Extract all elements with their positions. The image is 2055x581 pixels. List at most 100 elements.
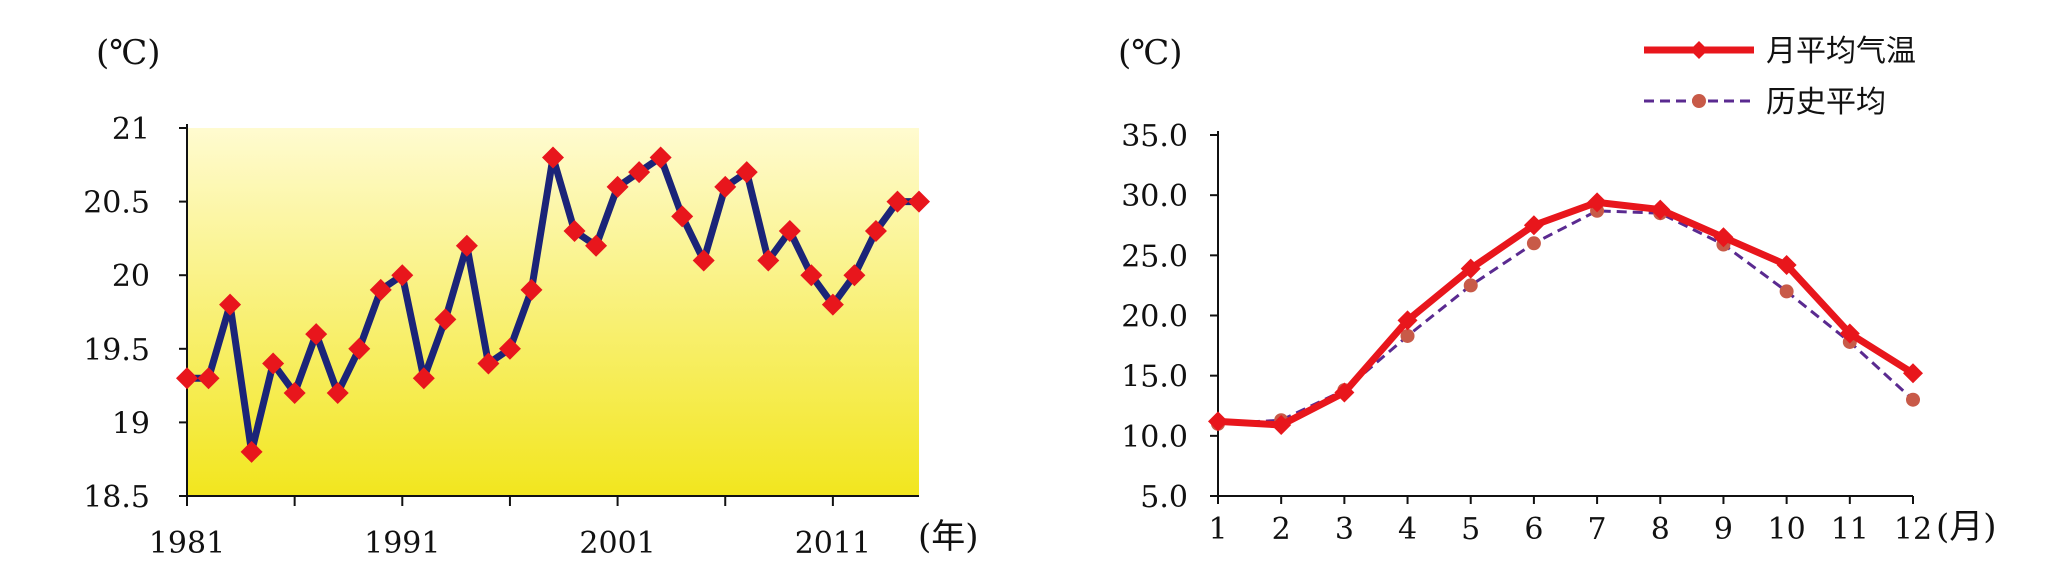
left-data-point: [585, 234, 608, 257]
right-x-tick-label: 10: [1768, 512, 1806, 547]
left-y-tick-label: 18.5: [83, 480, 150, 515]
left-data-point: [455, 234, 478, 257]
right-x-tick-label: 8: [1651, 512, 1670, 547]
left-data-point: [542, 146, 564, 169]
historical-average-point: [1463, 278, 1478, 293]
annual-temperature-chart: (℃) (年) 18.5 19 19.5 20 20.5 21 1981 1991 2001 2…: [83, 33, 978, 561]
right-y-tick-label: 5.0: [1140, 480, 1188, 515]
historical-average-point: [1906, 392, 1920, 407]
left-x-tick-label: 2011: [795, 526, 871, 561]
left-data-point: [434, 308, 457, 331]
monthly-average-point: [1523, 215, 1544, 236]
right-x-tick-label: 6: [1524, 512, 1543, 547]
left-data-point: [498, 337, 521, 360]
left-data-point: [628, 161, 651, 184]
right-x-tick-label: 5: [1461, 512, 1480, 547]
right-x-tick-label: 2: [1272, 512, 1291, 547]
left-data-point: [563, 220, 586, 243]
left-y-tick-label: 20.5: [83, 186, 150, 221]
left-data-point: [714, 175, 737, 198]
left-data-point: [908, 190, 930, 213]
left-data-point: [821, 293, 844, 316]
left-x-tick-label: 1981: [149, 526, 225, 561]
left-data-point: [886, 190, 909, 213]
monthly-average-point: [1776, 254, 1797, 275]
left-data-point: [671, 205, 694, 228]
right-y-tick-label: 15.0: [1121, 360, 1188, 395]
right-x-tick-label: 4: [1398, 512, 1417, 547]
monthly-average-point: [1839, 323, 1860, 344]
left-y-unit: (℃): [96, 33, 161, 73]
left-x-unit: (年): [918, 517, 979, 557]
monthly-average-point: [1334, 382, 1355, 403]
monthly-average-point: [1713, 227, 1734, 248]
left-data-point: [800, 264, 823, 287]
left-data-point: [369, 278, 392, 301]
left-y-tick-labels: 18.5 19 19.5 20 20.5 21: [83, 112, 150, 515]
historical-average-point: [1400, 328, 1415, 343]
right-y-tick-labels: 5.0 10.0 15.0 20.0 25.0 30.0 35.0: [1121, 119, 1188, 515]
left-plot-area: [187, 128, 919, 496]
right-y-tick-label: 35.0: [1121, 119, 1188, 154]
left-data-point: [305, 323, 328, 346]
legend-label-historical-average: 历史平均: [1766, 85, 1886, 120]
legend-diamond-marker: [1690, 41, 1708, 59]
legend-item-historical-average: 历史平均: [1644, 85, 1886, 120]
monthly-average-point: [1460, 258, 1481, 279]
left-axes: [179, 124, 919, 506]
left-data-point: [778, 220, 801, 243]
right-y-tick-label: 20.0: [1121, 300, 1188, 335]
legend-circle-marker: [1692, 94, 1706, 108]
historical-average-point: [1526, 236, 1541, 251]
left-data-point: [283, 381, 306, 404]
historical-average-line: [1217, 209, 1915, 426]
right-y-tick-label: 25.0: [1121, 239, 1188, 274]
left-data-point: [692, 249, 715, 272]
left-data-point: [649, 146, 672, 169]
right-x-tick-label: 3: [1335, 512, 1354, 547]
right-x-unit: (月): [1936, 507, 1997, 547]
monthly-average-point: [1903, 363, 1923, 384]
left-y-tick-label: 20: [112, 259, 150, 294]
left-data-point: [606, 175, 629, 198]
right-y-tick-label: 30.0: [1121, 179, 1188, 214]
legend-item-monthly-average: 月平均气温: [1644, 34, 1916, 69]
left-data-point: [262, 352, 285, 375]
right-series: [1208, 192, 1923, 436]
right-x-tick-label: 11: [1831, 512, 1869, 547]
left-data-point: [391, 264, 414, 287]
left-x-tick-label: 1991: [364, 526, 440, 561]
legend-label-monthly-average: 月平均气温: [1766, 34, 1916, 69]
monthly-average-point: [1271, 415, 1292, 436]
right-x-tick-labels: 1 2 3 4 5 6 7 8 9 10 11 12: [1208, 512, 1932, 547]
right-y-tick-label: 10.0: [1121, 420, 1188, 455]
left-series: [176, 146, 930, 463]
left-data-point: [477, 352, 500, 375]
left-data-point: [219, 293, 242, 316]
left-data-point: [520, 278, 543, 301]
right-x-tick-label: 9: [1714, 512, 1733, 547]
monthly-average-point: [1397, 310, 1418, 331]
left-data-point: [348, 337, 371, 360]
legend: 月平均气温 历史平均: [1644, 34, 1916, 120]
historical-average-point: [1779, 284, 1794, 299]
left-data-point: [326, 381, 349, 404]
left-x-tick-label: 2001: [579, 526, 655, 561]
left-data-point: [757, 249, 780, 272]
left-data-point: [735, 161, 758, 184]
left-y-tick-label: 19: [112, 406, 150, 441]
left-data-point: [412, 367, 435, 390]
right-x-tick-label: 12: [1894, 512, 1932, 547]
left-data-point: [843, 264, 866, 287]
left-data-point: [864, 220, 887, 243]
left-x-tick-labels: 1981 1991 2001 2011: [149, 526, 871, 561]
right-y-unit: (℃): [1118, 33, 1183, 73]
left-y-tick-label: 21: [112, 112, 150, 147]
monthly-average-point: [1650, 199, 1671, 220]
right-axes: [1210, 131, 1914, 504]
left-y-tick-label: 19.5: [83, 333, 150, 368]
right-x-tick-label: 7: [1588, 512, 1607, 547]
left-data-point: [176, 367, 198, 390]
